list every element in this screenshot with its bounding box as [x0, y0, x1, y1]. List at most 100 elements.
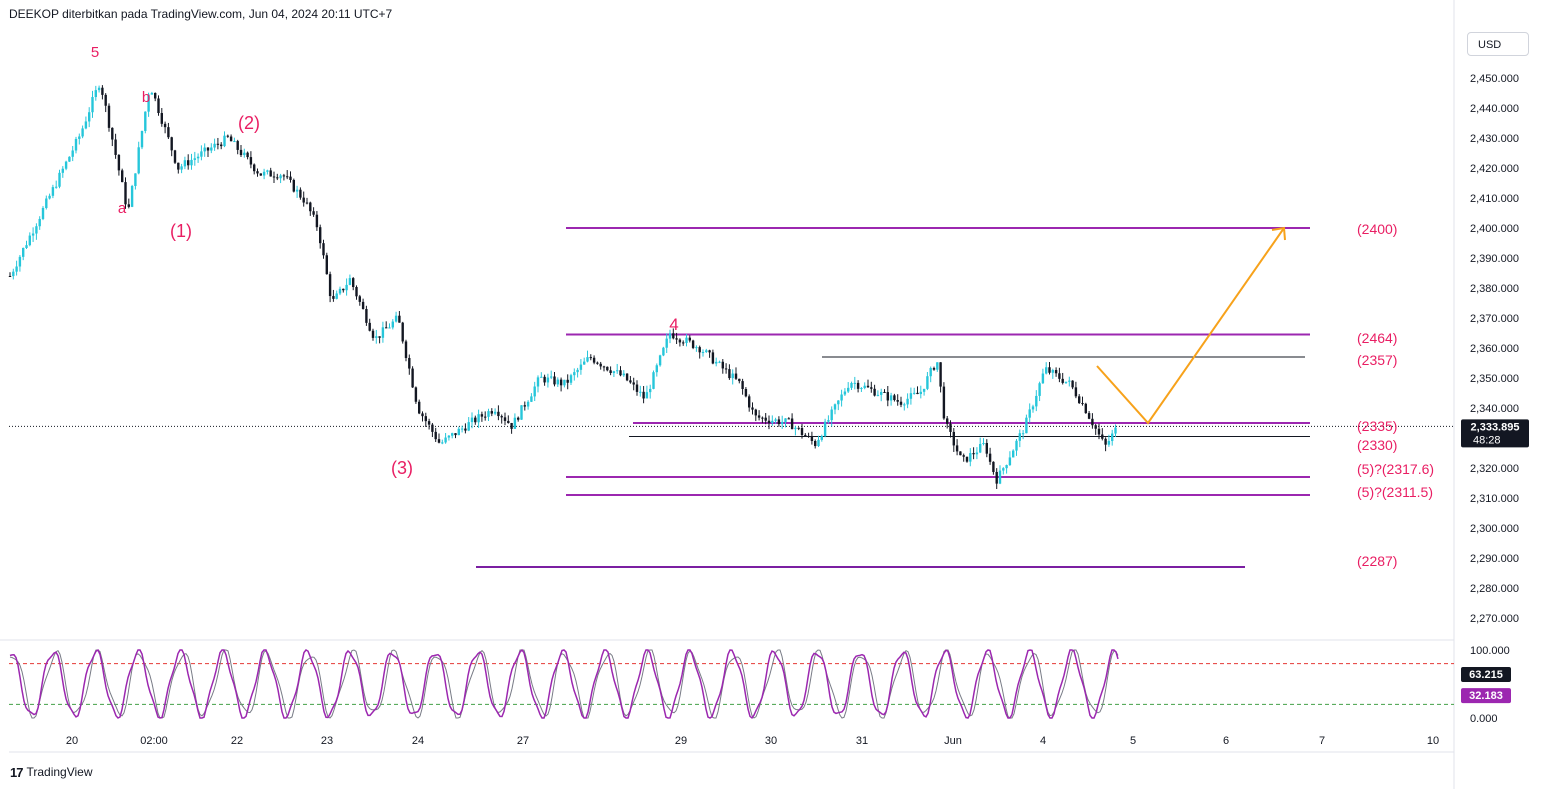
candle-body: [777, 419, 781, 425]
candle-body: [431, 424, 434, 432]
candle-body: [738, 378, 741, 382]
candle-body: [764, 417, 767, 421]
candle-body: [526, 401, 530, 407]
candle-body: [916, 392, 919, 395]
candle-body: [480, 414, 484, 417]
candle-body: [949, 423, 952, 432]
time-tick-label: 27: [517, 735, 529, 747]
candle-body: [368, 322, 371, 331]
candle-body: [193, 158, 196, 160]
wave-label: a: [118, 200, 127, 217]
price-tick-label: 2,300.000: [1470, 523, 1519, 535]
candle-body: [305, 202, 309, 204]
candle-body: [569, 375, 573, 383]
candle-body: [1084, 403, 1087, 414]
candle-body: [533, 386, 536, 397]
candle-body: [734, 373, 738, 379]
level-labels: (2400) (2464) (2357) (2335) (2330) (5)?(2317.…: [1357, 221, 1434, 569]
candle-body: [639, 391, 642, 393]
candle-body: [503, 417, 507, 421]
candle-body: [688, 337, 691, 341]
currency-button[interactable]: USD: [1467, 32, 1529, 56]
candle-body: [546, 377, 550, 383]
candle-body: [147, 94, 150, 112]
candle-body: [332, 296, 335, 299]
candle-body: [876, 394, 880, 396]
time-tick-label: 23: [321, 735, 333, 747]
candle-body: [94, 90, 97, 98]
candle-body: [266, 170, 269, 172]
level-label: (2400): [1357, 221, 1397, 237]
candle-body: [860, 388, 863, 390]
candle-body: [982, 442, 985, 444]
candle-body: [606, 366, 609, 371]
candle-body: [104, 94, 107, 106]
candle-body: [744, 389, 748, 397]
candle-body: [434, 431, 437, 440]
candle-body: [906, 398, 909, 405]
candle-body: [847, 387, 850, 392]
price-tick-label: 2,430.000: [1470, 133, 1519, 145]
candle-body: [1087, 413, 1091, 419]
candle-body: [751, 407, 754, 410]
candle-body: [596, 362, 599, 364]
candle-body: [909, 393, 913, 399]
candle-body: [464, 428, 467, 431]
candle-body: [728, 369, 731, 379]
candle-body: [754, 409, 757, 416]
candle-body: [338, 288, 342, 294]
candle-body: [144, 111, 147, 131]
candle-body: [279, 175, 282, 179]
candle-body: [695, 347, 698, 349]
candle-body: [25, 245, 28, 248]
candle-body: [992, 461, 995, 472]
price-tick-label: 2,360.000: [1470, 343, 1519, 355]
candle-body: [794, 427, 797, 430]
candle-body: [866, 385, 870, 388]
candle-body: [170, 137, 173, 151]
candle-body: [365, 308, 368, 323]
price-tick-label: 2,350.000: [1470, 373, 1519, 385]
candle-body: [352, 278, 355, 288]
time-tick-label: 6: [1223, 735, 1229, 747]
candle-body: [282, 175, 286, 177]
candle-body: [134, 173, 137, 186]
level-lines: [9, 227, 1454, 568]
candle-body: [48, 195, 51, 199]
candle-body: [685, 337, 688, 344]
candle-body: [827, 420, 830, 422]
candle-body: [38, 218, 41, 227]
candle-body: [246, 152, 249, 158]
candle-body: [187, 160, 190, 166]
candle-body: [385, 327, 388, 329]
tradingview-logo[interactable]: 17 TradingView: [10, 764, 93, 780]
candle-body: [150, 92, 154, 95]
candle-body: [243, 152, 246, 156]
candle-body: [1048, 367, 1051, 373]
level-label: (5)?(2311.5): [1357, 484, 1433, 500]
wave-label: (2): [238, 113, 260, 133]
candle-body: [35, 226, 38, 234]
candle-body: [936, 362, 939, 370]
candle-body: [843, 391, 847, 395]
candle-body: [556, 379, 559, 385]
price-tick-label: 2,340.000: [1470, 403, 1519, 415]
candle-body: [985, 442, 988, 454]
candle-body: [946, 418, 949, 424]
candle-body: [154, 92, 157, 99]
candle-body: [1094, 425, 1097, 429]
candle-body: [566, 379, 569, 383]
price-axis: 2,450.000 2,440.000 2,430.000 2,420.000 2,41…: [1470, 73, 1519, 625]
candle-body: [18, 256, 22, 267]
candle-body: [348, 278, 352, 285]
candle-body: [1051, 370, 1054, 373]
candle-body: [757, 415, 761, 418]
candle-body: [771, 420, 774, 424]
price-tick-label: 2,420.000: [1470, 163, 1519, 175]
candle-body: [470, 417, 474, 423]
candle-body: [969, 453, 972, 462]
candle-body: [668, 333, 672, 339]
candle-body: [870, 387, 873, 389]
candle-body: [632, 382, 635, 385]
